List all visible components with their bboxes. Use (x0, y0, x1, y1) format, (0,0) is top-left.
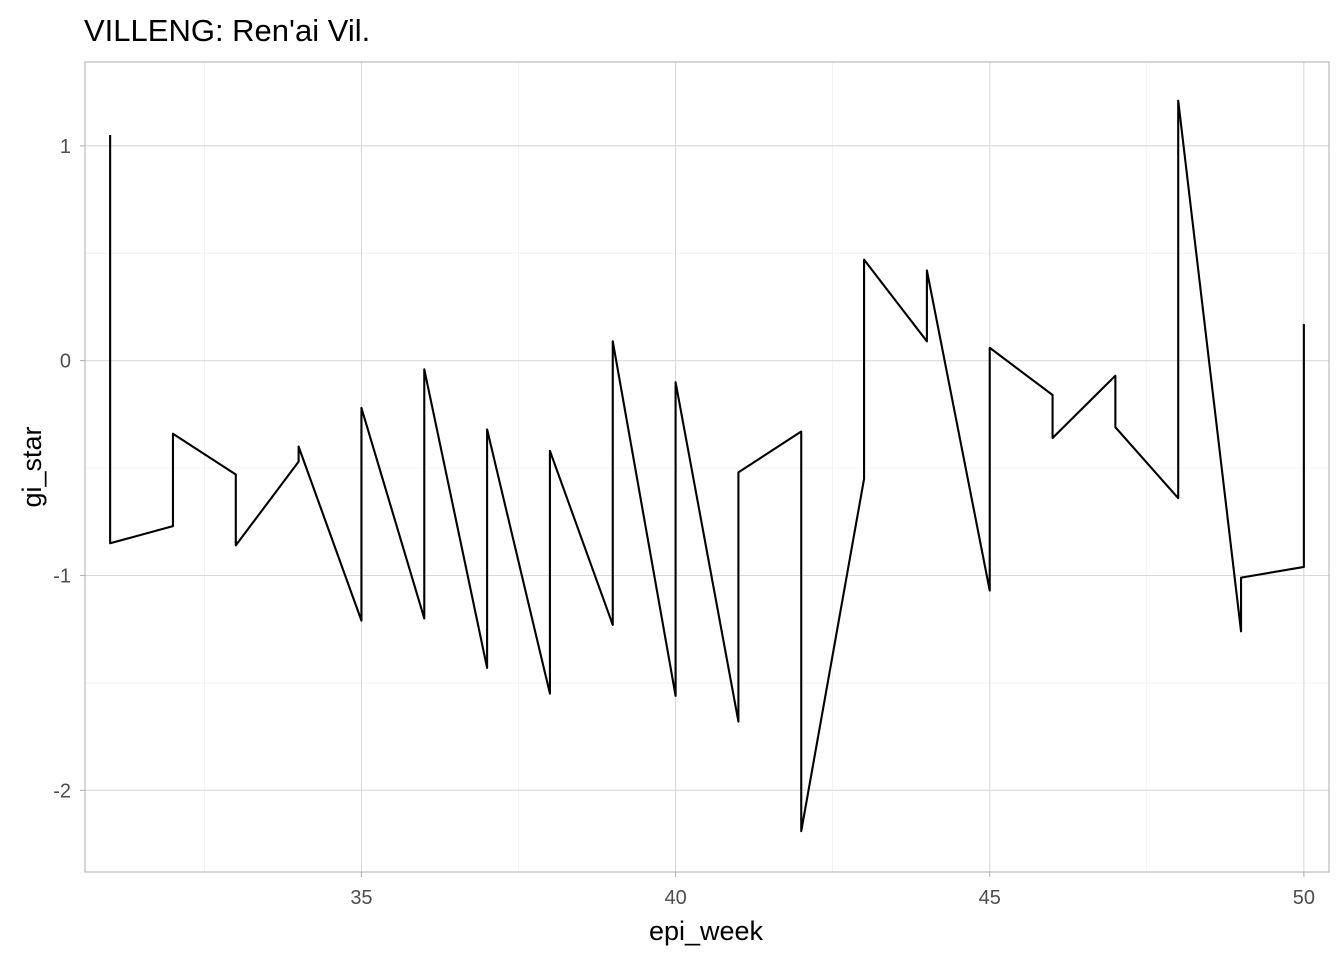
plot-panel (84, 61, 1330, 873)
y-tick-label: 1 (60, 136, 71, 158)
grid (85, 62, 1329, 872)
y-tick-label: -2 (53, 780, 71, 802)
x-tick-label: 35 (350, 887, 372, 909)
series-line-0 (109, 99, 1305, 833)
x-tick-label: 50 (1293, 887, 1315, 909)
chart-title: VILLENG: Ren'ai Vil. (84, 13, 370, 48)
x-axis-title: epi_week (649, 916, 764, 946)
x-tick-label: 45 (979, 887, 1001, 909)
tick-labels: 35 40 45 50 -2 -1 0 1 (53, 136, 1315, 909)
ticks (80, 145, 1305, 877)
y-axis-title: gi_star (17, 426, 47, 507)
series-layer (109, 99, 1305, 833)
y-tick-label: -1 (53, 566, 71, 588)
x-tick-label: 40 (664, 887, 686, 909)
y-tick-label: 0 (60, 351, 71, 373)
